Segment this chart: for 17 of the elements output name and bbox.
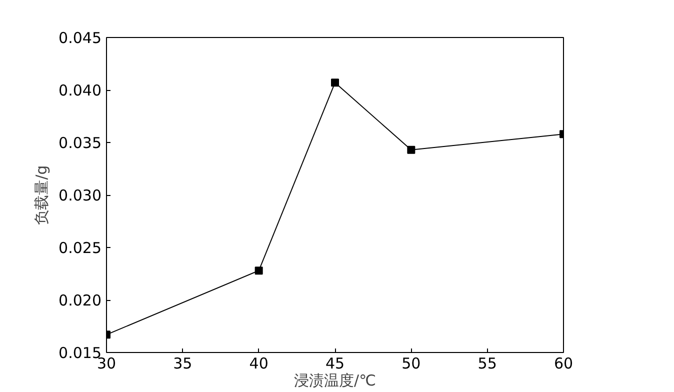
point [407, 146, 416, 154]
x-axis-title: 浸渍温度/℃ [294, 372, 376, 390]
y-tick-label: 0.045 [58, 29, 102, 47]
x-tick-label: 50 [402, 354, 421, 372]
y-tick-label: 0.025 [58, 239, 102, 257]
y-tick-label: 0.020 [58, 292, 102, 310]
point [254, 266, 263, 275]
y-tick-label: 0.035 [58, 134, 102, 152]
x-tick-label: 60 [554, 354, 574, 372]
y-axis-title: 负载量/g [32, 165, 51, 225]
x-tick-label: 45 [325, 354, 345, 372]
y-tick-label: 0.040 [58, 82, 102, 100]
point [331, 78, 339, 87]
y-tick-label: 0.030 [58, 186, 102, 204]
x-tick-label: 40 [249, 354, 268, 372]
x-tick-label: 35 [173, 354, 192, 372]
x-tick-label: 55 [478, 354, 497, 372]
